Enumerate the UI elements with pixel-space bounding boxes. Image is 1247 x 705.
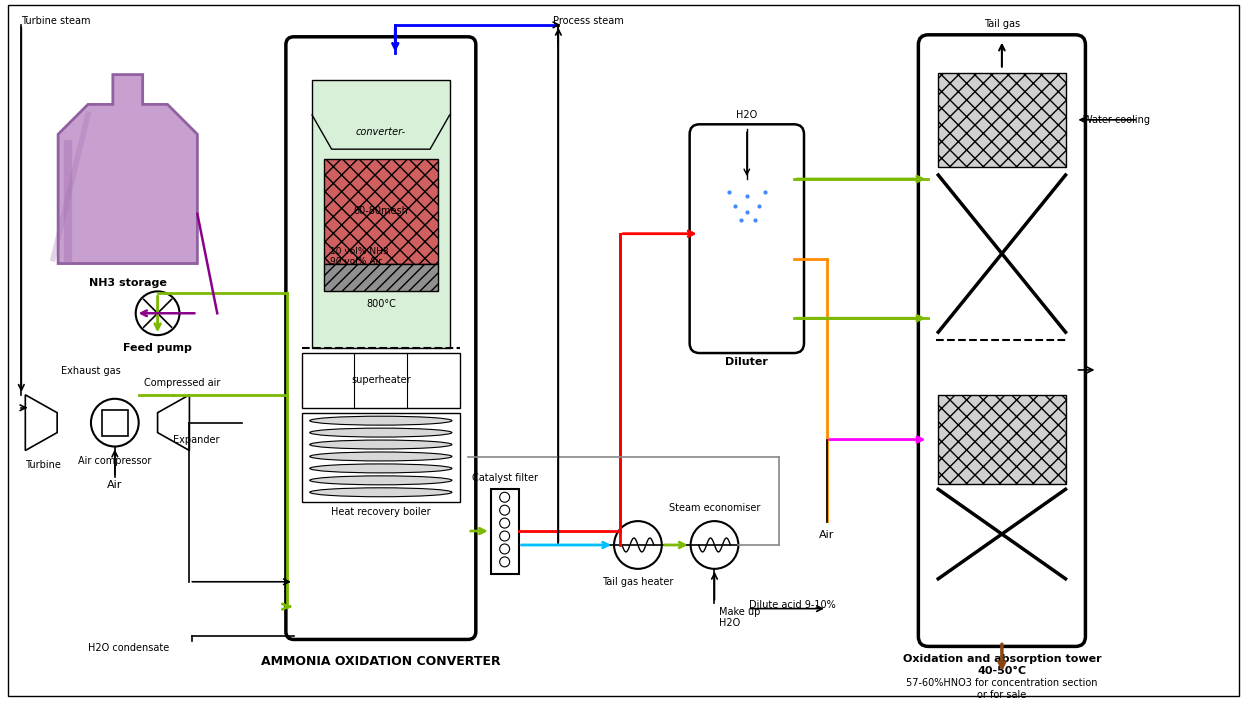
Bar [324, 264, 438, 291]
Circle shape [91, 399, 138, 446]
Text: Catalyst filter: Catalyst filter [471, 473, 537, 484]
Text: Exhaust gas: Exhaust gas [61, 366, 121, 376]
Text: Dilute acid 9-10%: Dilute acid 9-10% [749, 600, 835, 610]
Bar [938, 395, 1065, 484]
Text: Process steam: Process steam [554, 16, 625, 26]
Text: 60-80mesh: 60-80mesh [353, 207, 408, 216]
Circle shape [500, 557, 510, 567]
Text: Heat recovery boiler: Heat recovery boiler [330, 507, 430, 517]
Polygon shape [157, 395, 190, 450]
Text: Compressed air: Compressed air [143, 378, 219, 388]
Text: 800°C: 800°C [365, 300, 395, 309]
FancyBboxPatch shape [286, 37, 476, 639]
FancyBboxPatch shape [918, 35, 1085, 646]
Ellipse shape [309, 440, 451, 449]
Text: Air: Air [107, 480, 122, 491]
Bar [302, 353, 460, 407]
Circle shape [500, 544, 510, 554]
Text: superheater: superheater [352, 375, 410, 386]
Text: 10 vol% NH3
90 vol% Air: 10 vol% NH3 90 vol% Air [329, 247, 388, 266]
Text: Turbine steam: Turbine steam [21, 16, 91, 26]
Text: converter-: converter- [355, 127, 407, 137]
Ellipse shape [309, 416, 451, 425]
Ellipse shape [309, 464, 451, 473]
Polygon shape [25, 395, 57, 450]
Text: 57-60%HNO3 for concentration section
or for sale: 57-60%HNO3 for concentration section or … [907, 678, 1097, 700]
Text: Expander: Expander [173, 434, 219, 445]
Bar [491, 489, 519, 574]
Circle shape [691, 521, 738, 569]
Circle shape [500, 492, 510, 502]
FancyBboxPatch shape [690, 124, 804, 353]
Circle shape [500, 505, 510, 515]
Bar [938, 73, 1065, 167]
Text: Tail gas: Tail gas [984, 19, 1020, 29]
Text: Air: Air [819, 530, 834, 540]
Text: AMMONIA OXIDATION CONVERTER: AMMONIA OXIDATION CONVERTER [261, 655, 500, 668]
Text: H2O: H2O [736, 110, 757, 121]
Bar [302, 412, 460, 502]
Text: Diluter: Diluter [726, 357, 768, 367]
Text: Steam economiser: Steam economiser [668, 503, 761, 513]
Text: Turbine: Turbine [25, 460, 61, 470]
Circle shape [614, 521, 662, 569]
Circle shape [500, 518, 510, 528]
Circle shape [136, 291, 180, 335]
Polygon shape [59, 75, 197, 264]
Ellipse shape [309, 452, 451, 461]
Text: Make up
H2O: Make up H2O [720, 606, 761, 628]
Text: NH3 storage: NH3 storage [89, 278, 167, 288]
Bar [324, 159, 438, 264]
Text: Feed pump: Feed pump [123, 343, 192, 353]
Text: Oxidation and absorption tower
40-50°C: Oxidation and absorption tower 40-50°C [903, 654, 1101, 676]
Text: Air compressor: Air compressor [79, 456, 151, 467]
Text: Water cooling: Water cooling [1084, 115, 1151, 125]
Text: Tail gas heater: Tail gas heater [602, 577, 673, 587]
Bar [102, 410, 127, 436]
Ellipse shape [309, 488, 451, 497]
Circle shape [500, 531, 510, 541]
Bar [312, 80, 450, 348]
Text: H2O condensate: H2O condensate [89, 644, 170, 654]
Ellipse shape [309, 428, 451, 437]
Ellipse shape [309, 476, 451, 485]
